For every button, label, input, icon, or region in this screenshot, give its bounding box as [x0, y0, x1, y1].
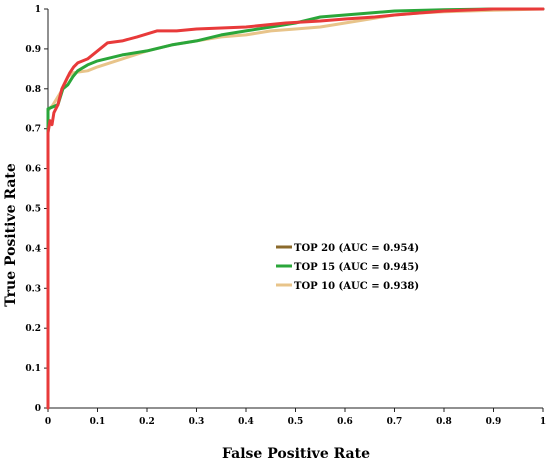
y-axis-ticks: 0 0.1 0.2 0.3 0.4 0.5 0.6 0.7 0.8 0.9 1 — [25, 5, 48, 414]
x-axis-label: False Positive Rate — [222, 446, 370, 462]
x-tick-label: 0.7 — [387, 417, 403, 427]
x-tick-label: 0.5 — [288, 417, 304, 427]
y-tick-label: 0.8 — [25, 85, 41, 95]
x-tick-label: 0.8 — [436, 417, 452, 427]
x-tick-label: 0.3 — [189, 417, 205, 427]
x-tick-label: 0.9 — [486, 417, 502, 427]
series-lines — [46, 7, 545, 410]
x-tick-label: 0.6 — [337, 417, 353, 427]
y-axis-label: True Positive Rate — [3, 163, 19, 307]
series-line-3 — [46, 7, 545, 410]
x-tick-label: 0.1 — [90, 417, 106, 427]
y-tick-label: 0.3 — [25, 284, 41, 294]
y-tick-label: 0 — [35, 404, 41, 414]
series-line-1 — [46, 7, 545, 410]
y-tick-label: 0.9 — [25, 45, 41, 55]
series-line-2 — [46, 7, 545, 410]
y-tick-label: 0.2 — [25, 324, 41, 334]
x-tick-label: 0.4 — [238, 417, 254, 427]
y-tick-label: 0.5 — [25, 205, 41, 215]
y-tick-label: 0.4 — [25, 244, 41, 254]
axes — [47, 9, 543, 409]
y-tick-label: 1 — [35, 5, 41, 15]
y-tick-label: 0.7 — [25, 125, 41, 135]
legend: TOP 20 (AUC = 0.954) TOP 15 (AUC = 0.945)… — [276, 243, 419, 292]
y-tick-label: 0.6 — [25, 165, 41, 175]
x-tick-label: 1 — [540, 417, 546, 427]
legend-label: TOP 20 (AUC = 0.954) — [294, 243, 419, 254]
x-tick-label: 0.2 — [139, 417, 155, 427]
legend-label: TOP 15 (AUC = 0.945) — [294, 262, 419, 273]
legend-label: TOP 10 (AUC = 0.938) — [294, 281, 419, 292]
y-tick-label: 0.1 — [25, 364, 41, 374]
x-axis-ticks: 0 0.1 0.2 0.3 0.4 0.5 0.6 0.7 0.8 0.9 1 — [45, 408, 546, 427]
x-tick-label: 0 — [45, 417, 51, 427]
